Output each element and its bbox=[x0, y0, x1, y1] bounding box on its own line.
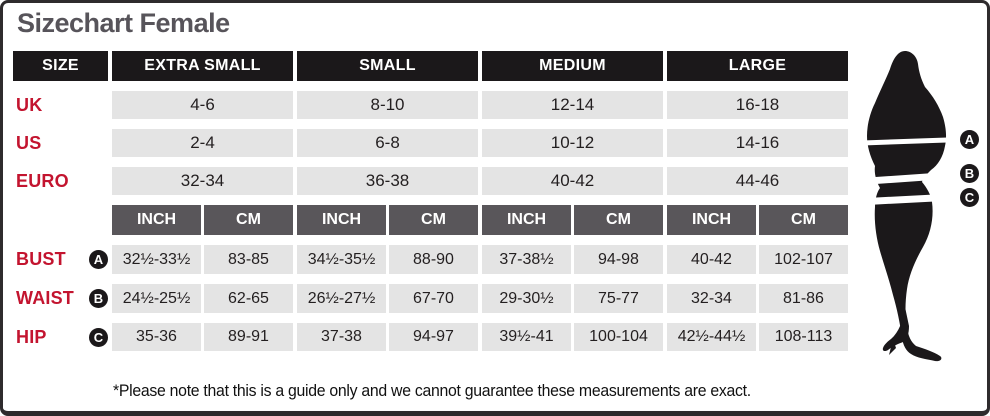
unit-header-l-cm: CM bbox=[759, 205, 848, 235]
table-cell-waist-l-cm: 81-86 bbox=[759, 284, 848, 313]
column-header-small: SMALL bbox=[297, 51, 478, 81]
table-cell-hip-m-cm: 100-104 bbox=[574, 323, 663, 351]
table-cell-euro-m: 40-42 bbox=[482, 167, 663, 195]
table-cell-waist-m-inch: 29-30½ bbox=[482, 284, 571, 313]
unit-header-s: INCH CM bbox=[297, 205, 478, 235]
table-cell-waist-m-cm: 75-77 bbox=[574, 284, 663, 313]
row-label-hip: HIP C bbox=[13, 323, 108, 351]
unit-header-m-inch: INCH bbox=[482, 205, 571, 235]
table-cell-waist-l-inch: 32-34 bbox=[667, 284, 756, 313]
marker-c-icon: C bbox=[89, 327, 108, 347]
table-cell-hip-s-inch: 37-38 bbox=[297, 323, 386, 351]
figure-marker-c-icon: C bbox=[960, 188, 979, 207]
table-cell-hip-l-cm: 108-113 bbox=[759, 323, 848, 351]
table-row-waist-s: 26½-27½ 67-70 bbox=[297, 284, 478, 313]
row-label-hip-text: HIP bbox=[16, 326, 47, 347]
table-row-hip-xs: 35-36 89-91 bbox=[112, 323, 293, 351]
row-label-us: US bbox=[16, 132, 42, 153]
table-row-waist-m: 29-30½ 75-77 bbox=[482, 284, 663, 313]
column-header-large: LARGE bbox=[667, 51, 848, 81]
table-cell-hip-l-inch: 42½-44½ bbox=[667, 323, 756, 351]
row-label-waist: WAIST B bbox=[13, 284, 108, 313]
unit-header-l-inch: INCH bbox=[667, 205, 756, 235]
column-header-size: SIZE bbox=[13, 51, 108, 81]
footnote-container: *Please note that this is a guide only a… bbox=[13, 381, 851, 401]
table-row-waist-l: 32-34 81-86 bbox=[667, 284, 848, 313]
unit-header-s-inch: INCH bbox=[297, 205, 386, 235]
table-cell-us-xs: 2-4 bbox=[112, 129, 293, 157]
table-cell-uk-s: 8-10 bbox=[297, 91, 478, 119]
table-row-bust-xs: 32½-33½ 83-85 bbox=[112, 245, 293, 274]
table-cell-hip-m-inch: 39½-41 bbox=[482, 323, 571, 351]
table-cell-us-s: 6-8 bbox=[297, 129, 478, 157]
unit-header-s-cm: CM bbox=[389, 205, 478, 235]
table-row-hip-s: 37-38 94-97 bbox=[297, 323, 478, 351]
unit-header-m: INCH CM bbox=[482, 205, 663, 235]
female-silhouette bbox=[859, 51, 951, 362]
unit-header-m-cm: CM bbox=[574, 205, 663, 235]
page-title: Sizechart Female bbox=[17, 8, 230, 38]
figure-marker-a-icon: A bbox=[960, 130, 979, 149]
unit-header-xs: INCH CM bbox=[112, 205, 293, 235]
table-cell-bust-l-cm: 102-107 bbox=[759, 245, 848, 274]
table-cell-uk-l: 16-18 bbox=[667, 91, 848, 119]
footnote-text: *Please note that this is a guide only a… bbox=[113, 381, 751, 400]
table-cell-waist-xs-cm: 62-65 bbox=[204, 284, 293, 313]
column-header-medium: MEDIUM bbox=[482, 51, 663, 81]
table-row-bust-s: 34½-35½ 88-90 bbox=[297, 245, 478, 274]
table-cell-bust-xs-inch: 32½-33½ bbox=[112, 245, 201, 274]
table-cell-us-l: 14-16 bbox=[667, 129, 848, 157]
row-label-uk: UK bbox=[16, 94, 43, 115]
table-row-bust-l: 40-42 102-107 bbox=[667, 245, 848, 274]
table-cell-uk-m: 12-14 bbox=[482, 91, 663, 119]
table-cell-hip-s-cm: 94-97 bbox=[389, 323, 478, 351]
table-row-bust-m: 37-38½ 94-98 bbox=[482, 245, 663, 274]
unit-header-spacer bbox=[13, 205, 108, 235]
table-row-hip-l: 42½-44½ 108-113 bbox=[667, 323, 848, 351]
unit-header-xs-inch: INCH bbox=[112, 205, 201, 235]
table-cell-bust-l-inch: 40-42 bbox=[667, 245, 756, 274]
table-cell-waist-s-inch: 26½-27½ bbox=[297, 284, 386, 313]
table-cell-euro-l: 44-46 bbox=[667, 167, 848, 195]
column-header-extra-small: EXTRA SMALL bbox=[112, 51, 293, 81]
table-cell-euro-xs: 32-34 bbox=[112, 167, 293, 195]
row-label-bust: BUST A bbox=[13, 245, 108, 274]
row-label-euro: EURO bbox=[16, 170, 69, 191]
table-cell-bust-s-inch: 34½-35½ bbox=[297, 245, 386, 274]
table-cell-hip-xs-inch: 35-36 bbox=[112, 323, 201, 351]
table-row-hip-m: 39½-41 100-104 bbox=[482, 323, 663, 351]
table-cell-bust-m-cm: 94-98 bbox=[574, 245, 663, 274]
table-cell-waist-s-cm: 67-70 bbox=[389, 284, 478, 313]
row-label-waist-text: WAIST bbox=[16, 288, 74, 308]
unit-header-l: INCH CM bbox=[667, 205, 848, 235]
table-cell-us-m: 10-12 bbox=[482, 129, 663, 157]
marker-b-icon: B bbox=[89, 289, 108, 308]
size-table: SIZE EXTRA SMALL SMALL MEDIUM LARGE UK 4… bbox=[13, 51, 851, 351]
table-cell-waist-xs-inch: 24½-25½ bbox=[112, 284, 201, 313]
row-label-bust-text: BUST bbox=[16, 249, 66, 269]
table-cell-hip-xs-cm: 89-91 bbox=[204, 323, 293, 351]
marker-a-icon: A bbox=[89, 250, 108, 269]
figure-marker-b-icon: B bbox=[960, 164, 979, 183]
table-cell-bust-s-cm: 88-90 bbox=[389, 245, 478, 274]
table-row-waist-xs: 24½-25½ 62-65 bbox=[112, 284, 293, 313]
table-cell-bust-m-inch: 37-38½ bbox=[482, 245, 571, 274]
table-cell-bust-xs-cm: 83-85 bbox=[204, 245, 293, 274]
table-cell-euro-s: 36-38 bbox=[297, 167, 478, 195]
unit-header-xs-cm: CM bbox=[204, 205, 293, 235]
table-cell-uk-xs: 4-6 bbox=[112, 91, 293, 119]
